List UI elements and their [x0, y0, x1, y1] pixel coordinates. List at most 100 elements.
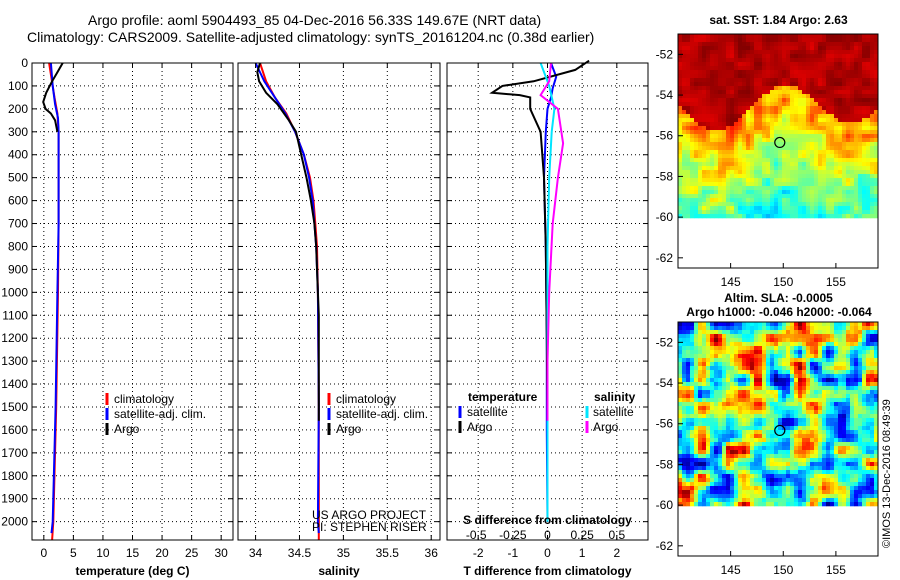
map-cell: [842, 90, 847, 95]
map-cell: [870, 54, 875, 59]
map-cell: [694, 50, 699, 55]
map-cell: [750, 402, 755, 407]
map-cell: [782, 438, 787, 443]
map-cell: [798, 454, 803, 459]
map-cell: [814, 406, 819, 411]
map-cell: [834, 502, 839, 507]
map-cell: [838, 410, 843, 415]
map-cell: [754, 62, 759, 67]
map-cell: [702, 194, 707, 199]
map-cell: [866, 178, 871, 183]
map-cell: [714, 366, 719, 371]
map-cell: [794, 386, 799, 391]
map-cell: [846, 154, 851, 159]
map-cell: [838, 414, 843, 419]
map-cell: [754, 110, 759, 115]
map-cell: [726, 158, 731, 163]
map-cell: [762, 62, 767, 67]
map-cell: [754, 198, 759, 203]
map-cell: [710, 38, 715, 43]
map-cell: [682, 470, 687, 475]
map-cell: [806, 186, 811, 191]
map-cell: [842, 394, 847, 399]
map-cell: [702, 114, 707, 119]
map-cell: [770, 502, 775, 507]
map-cell: [686, 66, 691, 71]
map-cell: [814, 106, 819, 111]
map-cell: [874, 122, 879, 127]
map-cell: [734, 158, 739, 163]
map-cell: [766, 82, 771, 87]
map-cell: [758, 366, 763, 371]
map-cell: [774, 474, 779, 479]
map-cell: [714, 90, 719, 95]
map-cell: [726, 414, 731, 419]
map-cell: [758, 418, 763, 423]
map-cell: [706, 194, 711, 199]
map-cell: [686, 350, 691, 355]
map-cell: [762, 102, 767, 107]
map-cell: [746, 190, 751, 195]
map-cell: [734, 70, 739, 75]
map-cell: [846, 374, 851, 379]
map-cell: [810, 94, 815, 99]
map-cell: [870, 422, 875, 427]
map-cell: [830, 430, 835, 435]
map-cell: [842, 390, 847, 395]
map-cell: [786, 342, 791, 347]
map-cell: [862, 130, 867, 135]
map-cell: [786, 90, 791, 95]
map-cell: [794, 394, 799, 399]
map-cell: [862, 126, 867, 131]
map-cell: [846, 178, 851, 183]
map-cell: [758, 370, 763, 375]
map-cell: [790, 130, 795, 135]
map-cell: [682, 170, 687, 175]
map-cell: [870, 486, 875, 491]
map-cell: [854, 70, 859, 75]
map-cell: [854, 426, 859, 431]
map-cell: [806, 62, 811, 67]
map-cell: [730, 142, 735, 147]
map-cell: [806, 486, 811, 491]
map-cell: [850, 166, 855, 171]
map-cell: [814, 486, 819, 491]
map-cell: [862, 470, 867, 475]
map-cell: [738, 182, 743, 187]
map-cell: [746, 386, 751, 391]
map-cell: [822, 410, 827, 415]
map-cell: [730, 406, 735, 411]
map-cell: [702, 134, 707, 139]
map-cell: [854, 74, 859, 79]
map-cell: [822, 402, 827, 407]
map-cell: [754, 86, 759, 91]
map-cell: [830, 426, 835, 431]
map-cell: [826, 390, 831, 395]
map-cell: [850, 338, 855, 343]
map-cell: [802, 70, 807, 75]
map-cell: [838, 418, 843, 423]
map-cell: [694, 186, 699, 191]
map-cell: [846, 398, 851, 403]
map-cell: [678, 358, 683, 363]
map-cell: [830, 70, 835, 75]
map-cell: [718, 110, 723, 115]
map-cell: [718, 158, 723, 163]
map-cell: [698, 54, 703, 59]
map-cell: [802, 210, 807, 215]
map-cell: [834, 414, 839, 419]
map-cell: [874, 334, 879, 339]
map-cell: [838, 86, 843, 91]
map-cell: [874, 470, 879, 475]
map-cell: [874, 138, 879, 143]
map-cell: [722, 102, 727, 107]
map-cell: [790, 486, 795, 491]
map-cell: [834, 326, 839, 331]
map-cell: [814, 86, 819, 91]
map-cell: [838, 66, 843, 71]
map-cell: [838, 46, 843, 51]
map-cell: [822, 390, 827, 395]
map-cell: [714, 186, 719, 191]
map-cell: [810, 98, 815, 103]
map-cell: [846, 198, 851, 203]
